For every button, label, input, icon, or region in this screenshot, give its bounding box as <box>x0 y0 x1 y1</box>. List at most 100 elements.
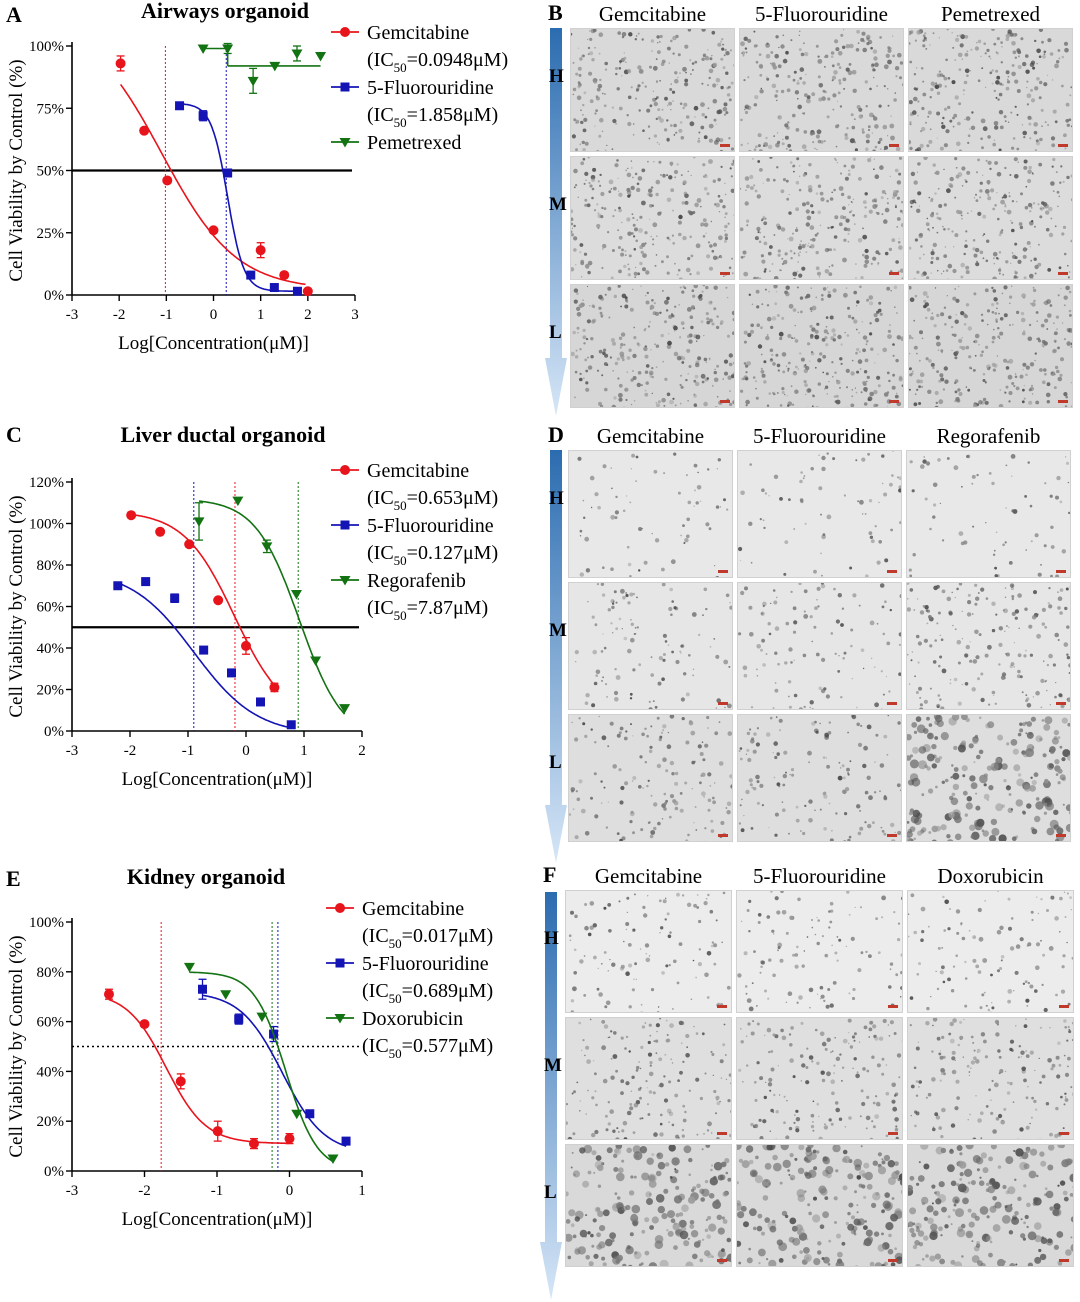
organoid-speck <box>615 362 618 365</box>
organoid-speck <box>796 181 800 185</box>
organoid-speck <box>995 70 998 73</box>
organoid-speck <box>915 88 918 91</box>
organoid-speck <box>949 908 951 910</box>
organoid-speck <box>868 1036 870 1038</box>
organoid-speck <box>812 1121 814 1123</box>
organoid-speck <box>664 97 668 101</box>
organoid-speck <box>709 527 712 530</box>
organoid-speck <box>799 480 803 484</box>
organoid-speck <box>918 1080 922 1084</box>
organoid-speck <box>829 1118 832 1121</box>
organoid-speck <box>770 358 772 360</box>
organoid-speck <box>833 333 836 336</box>
organoid-speck <box>674 606 677 609</box>
organoid-speck <box>794 390 798 394</box>
y-tick-label: 100% <box>29 39 64 55</box>
organoid-speck <box>1004 631 1006 633</box>
data-point <box>246 271 255 280</box>
organoid-speck <box>624 344 626 346</box>
organoid-speck <box>944 203 947 206</box>
organoid-speck <box>1030 505 1033 508</box>
organoid-speck <box>650 349 651 350</box>
organoid-speck <box>808 818 813 823</box>
organoid-speck <box>649 1061 652 1064</box>
organoid-speck <box>1047 268 1051 272</box>
organoid-speck <box>764 268 766 270</box>
organoid-speck <box>1056 1056 1060 1060</box>
microscopy-image <box>908 28 1073 152</box>
organoid-speck <box>983 235 984 236</box>
organoid-speck <box>1042 719 1045 722</box>
organoid-speck <box>1044 544 1047 547</box>
organoid-speck <box>1061 85 1064 88</box>
organoid-speck <box>792 165 795 168</box>
organoid-speck <box>813 1101 815 1103</box>
organoid-speck <box>828 249 830 251</box>
organoid-speck <box>612 249 615 252</box>
organoid-speck <box>851 395 853 397</box>
organoid-speck <box>827 515 832 520</box>
organoid-speck <box>888 330 891 333</box>
organoid-speck <box>1067 723 1071 727</box>
organoid-speck <box>958 397 960 399</box>
organoid-speck <box>756 305 759 308</box>
organoid-speck <box>692 1254 698 1260</box>
organoid-speck <box>933 163 936 166</box>
organoid-speck <box>664 128 667 131</box>
organoid-speck <box>892 36 893 37</box>
organoid-speck <box>713 1075 714 1076</box>
organoid-speck <box>776 291 777 292</box>
organoid-speck <box>746 185 750 189</box>
organoid-speck <box>969 775 975 781</box>
organoid-speck <box>707 1129 709 1131</box>
organoid-speck <box>996 76 1000 80</box>
organoid-speck <box>958 286 960 288</box>
organoid-speck <box>632 988 635 991</box>
organoid-speck <box>786 148 788 150</box>
organoid-speck <box>987 196 991 200</box>
organoid-speck <box>763 380 766 383</box>
organoid-speck <box>1054 64 1059 69</box>
organoid-speck <box>631 1076 634 1079</box>
organoid-speck <box>966 270 970 274</box>
organoid-speck <box>777 141 780 144</box>
organoid-speck <box>585 831 590 836</box>
organoid-speck <box>936 622 938 624</box>
data-point <box>342 1137 351 1146</box>
organoid-speck <box>935 85 940 90</box>
organoid-speck <box>918 687 922 691</box>
organoid-speck <box>915 238 918 241</box>
organoid-speck <box>891 290 892 291</box>
organoid-speck <box>1059 1064 1062 1067</box>
organoid-speck <box>1024 495 1027 498</box>
organoid-speck <box>815 1029 818 1032</box>
organoid-speck <box>637 65 641 69</box>
ic50-prefix: (IC <box>367 49 394 71</box>
organoid-speck <box>646 785 648 787</box>
organoid-speck <box>1029 388 1032 391</box>
organoid-speck <box>640 828 643 831</box>
organoid-speck <box>878 384 881 387</box>
organoid-speck <box>866 134 871 139</box>
organoid-speck <box>658 1206 665 1213</box>
organoid-speck <box>770 349 774 353</box>
organoid-speck <box>701 374 706 379</box>
organoid-speck <box>672 91 675 94</box>
organoid-speck <box>758 344 762 348</box>
organoid-speck <box>853 319 857 323</box>
organoid-speck <box>1064 42 1068 46</box>
organoid-speck <box>947 927 950 930</box>
organoid-speck <box>999 251 1002 254</box>
organoid-speck <box>981 119 986 124</box>
organoid-speck <box>570 911 574 915</box>
organoid-speck <box>1013 385 1015 387</box>
organoid-speck <box>1060 774 1066 780</box>
organoid-speck <box>869 295 874 300</box>
organoid-speck <box>863 335 867 339</box>
organoid-speck <box>723 660 728 665</box>
organoid-speck <box>672 242 675 245</box>
organoid-speck <box>718 458 721 461</box>
organoid-speck <box>966 645 970 649</box>
organoid-speck <box>670 761 674 765</box>
